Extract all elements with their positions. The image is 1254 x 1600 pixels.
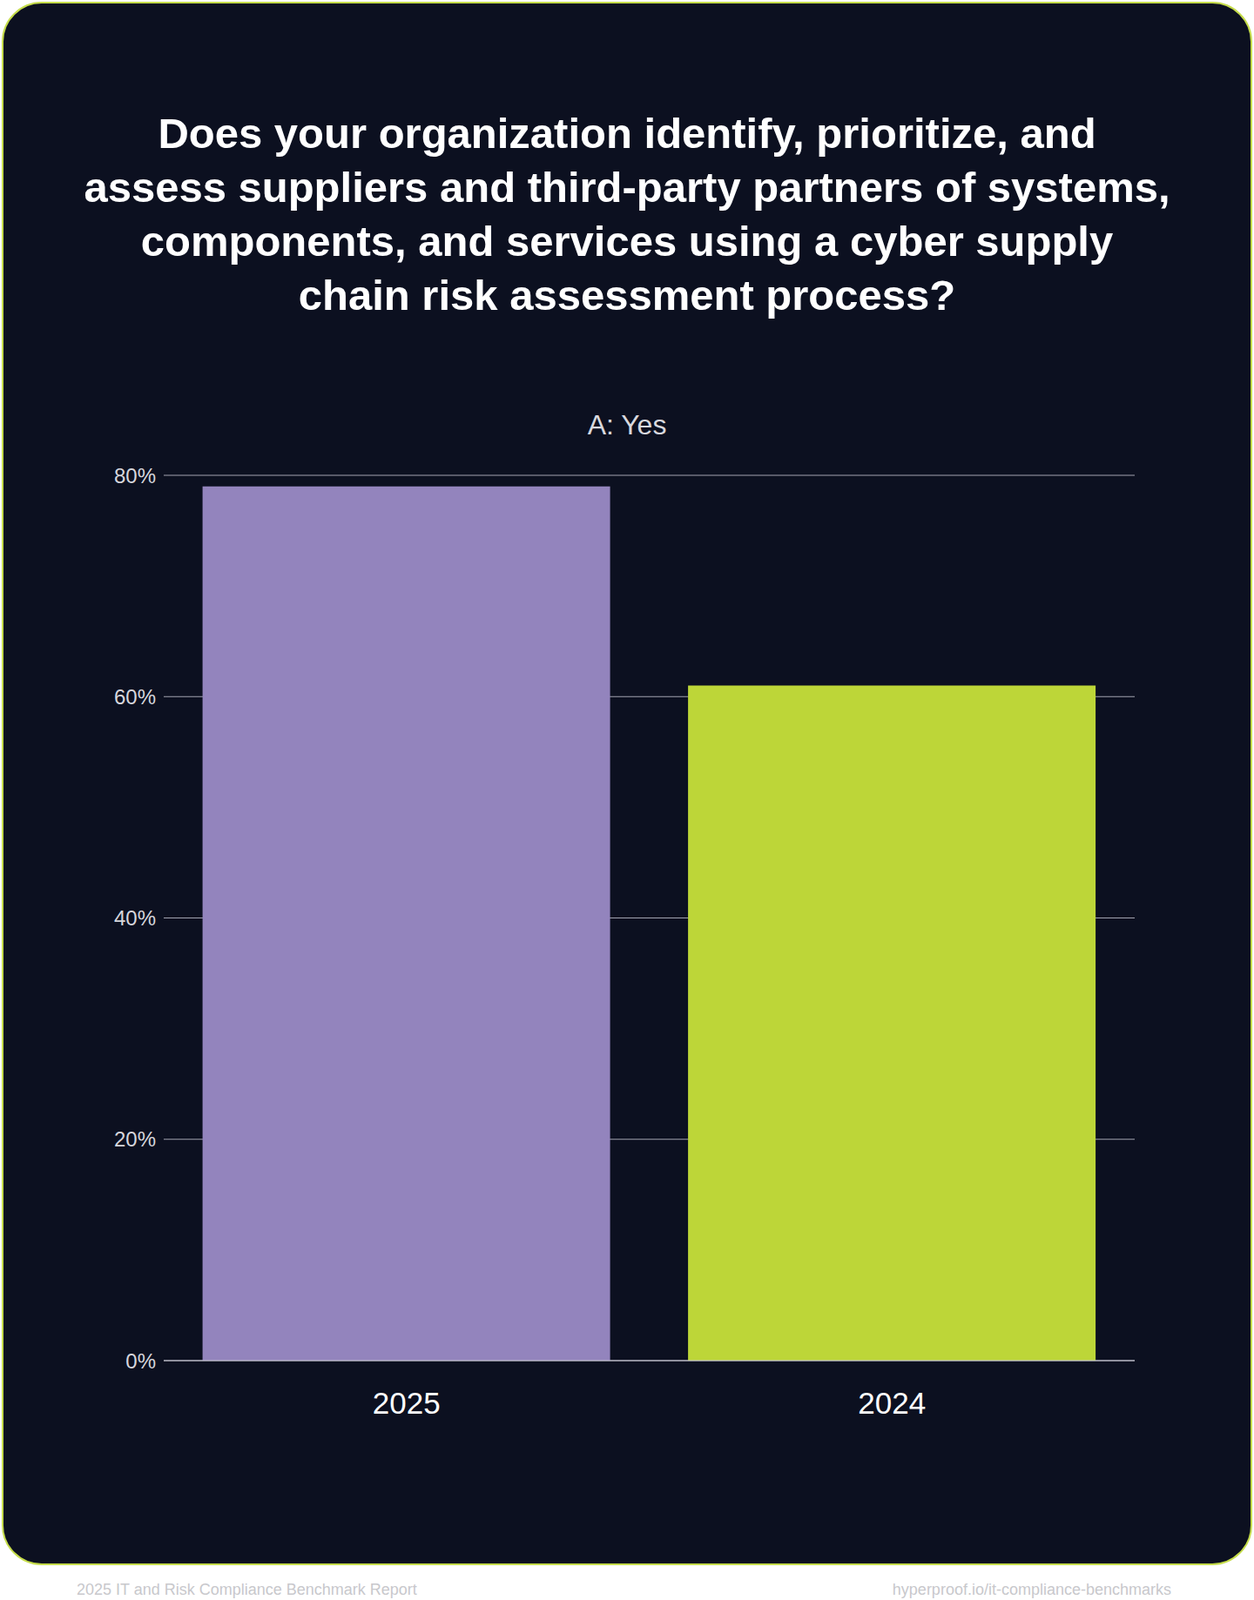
html-text:Does your organization identif: Does your organization identify, priorit… bbox=[83, 109, 1171, 319]
svg-text:20%: 20% bbox=[114, 1127, 156, 1152]
svg-text:2024: 2024 bbox=[857, 1386, 926, 1421]
html-text:2025 IT and Risk Compliance Be: 2025 IT and Risk Compliance Benchmark Re… bbox=[76, 1581, 418, 1599]
html-text:A: Yes: A: Yes bbox=[587, 409, 667, 441]
svg-text:80%: 80% bbox=[114, 464, 156, 488]
svg-text:0%: 0% bbox=[125, 1349, 156, 1374]
html-text:hyperproof.io/it-compliance-be: hyperproof.io/it-compliance-benchmarks bbox=[892, 1581, 1172, 1599]
svg-text:60%: 60% bbox=[114, 685, 156, 709]
svg-text:40%: 40% bbox=[114, 906, 156, 931]
svg-text:2025: 2025 bbox=[372, 1386, 441, 1421]
